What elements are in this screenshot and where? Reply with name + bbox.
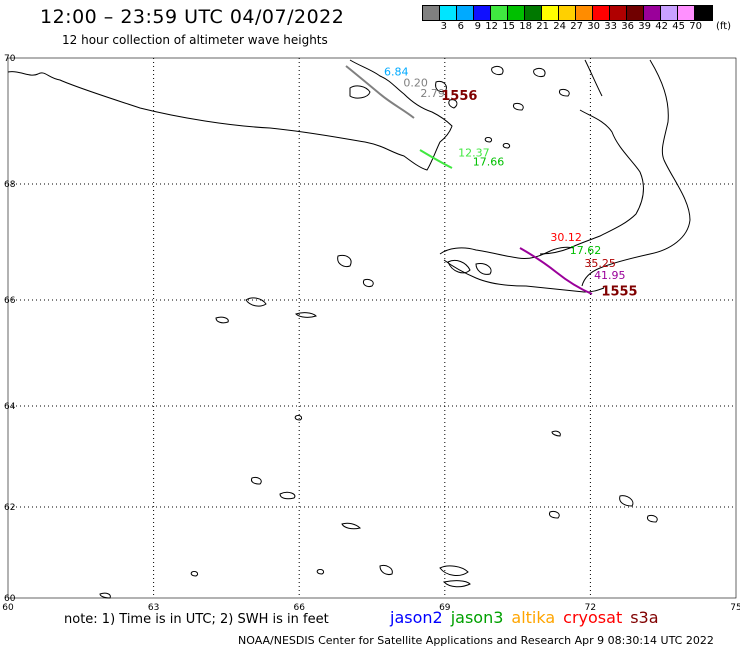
y-tick-label: 68 <box>4 180 16 190</box>
color-scale-tick: 12 <box>485 21 498 32</box>
color-scale-tick: 21 <box>536 21 549 32</box>
color-scale-cell <box>661 6 678 20</box>
color-scale-cell <box>474 6 491 20</box>
wave-height-label: 17.62 <box>570 244 602 257</box>
credit-line: NOAA/NESDIS Center for Satellite Applica… <box>238 634 714 647</box>
coastline <box>7 59 691 599</box>
color-scale-cell <box>508 6 525 20</box>
color-scale-cell <box>491 6 508 20</box>
satellite-legend-item: cryosat <box>563 608 623 627</box>
x-tick-label: 75 <box>730 603 740 613</box>
color-scale-cell <box>440 6 457 20</box>
color-scale-cell <box>593 6 610 20</box>
altimeter-tracks <box>345 65 593 295</box>
satellite-legend-item: altika <box>511 608 556 627</box>
satellite-legend-item: jason2 <box>390 608 443 627</box>
wave-height-label: 2.79 <box>420 87 445 100</box>
wave-height-label: 35.25 <box>584 257 616 270</box>
x-tick-label: 72 <box>585 603 596 613</box>
x-tick-label: 66 <box>293 603 305 613</box>
track-time-label: 1556 <box>441 89 477 104</box>
y-tick-label: 64 <box>4 402 16 412</box>
x-tick-label: 60 <box>2 603 14 613</box>
wave-height-label: 41.95 <box>594 269 626 282</box>
color-scale-tick: 6 <box>457 21 464 32</box>
color-scale-cell <box>678 6 695 20</box>
track-time-label: 1555 <box>601 284 637 299</box>
color-scale-tick: 30 <box>587 21 600 32</box>
color-scale-tick: 9 <box>474 21 481 32</box>
color-scale-ticks: 3 6 9 12 15 18 21 24 27 30 33 36 39 42 45 70 <box>422 21 702 32</box>
color-scale-tick: 36 <box>621 21 634 32</box>
color-scale-cell <box>542 6 559 20</box>
color-scale-unit: (ft) <box>716 21 732 32</box>
y-tick-label: 70 <box>4 54 16 64</box>
color-scale-tick: 15 <box>502 21 515 32</box>
color-scale-cell <box>559 6 576 20</box>
color-scale-cell <box>423 6 440 20</box>
y-tick-label: 62 <box>4 503 15 513</box>
color-scale-cell <box>627 6 644 20</box>
color-scale-tick: 42 <box>655 21 668 32</box>
wave-height-label: 30.12 <box>550 231 582 244</box>
color-scale-tick: 45 <box>672 21 685 32</box>
wave-height-label: 6.84 <box>384 66 409 79</box>
color-scale-cell <box>695 6 712 20</box>
chart-title: 12:00 – 23:59 UTC 04/07/2022 <box>40 6 345 28</box>
y-tick-label: 60 <box>4 594 16 604</box>
color-scale-tick: 3 <box>440 21 447 32</box>
color-scale-cell <box>610 6 627 20</box>
color-scale-tick: 18 <box>519 21 532 32</box>
y-tick-label: 66 <box>4 296 16 306</box>
x-tick-label: 69 <box>439 603 451 613</box>
color-scale-cell <box>576 6 593 20</box>
color-scale-tick: 39 <box>638 21 651 32</box>
color-scale-bar <box>422 5 713 21</box>
wave-height-label: 17.66 <box>473 156 505 169</box>
footer-note: note: 1) Time is in UTC; 2) SWH is in fe… <box>64 612 329 627</box>
color-scale-tick: 24 <box>553 21 566 32</box>
color-scale-tick: 27 <box>570 21 583 32</box>
color-scale-tick: 33 <box>604 21 617 32</box>
chart-subtitle: 12 hour collection of altimeter wave hei… <box>62 33 328 47</box>
graticule-grid <box>7 57 737 599</box>
axis-tick-labels: 60 63 66 69 72 75 60 62 64 66 68 70 <box>2 54 740 613</box>
color-scale-cell <box>457 6 474 20</box>
wave-height-label: 0.20 <box>403 76 428 89</box>
satellite-legend-item: jason3 <box>450 608 504 627</box>
wave-height-label: 12.37 <box>458 146 490 159</box>
color-scale-cell <box>644 6 661 20</box>
map-frame <box>7 57 737 599</box>
satellite-legend-item: s3a <box>630 608 659 627</box>
satellite-legend: jason2 jason3 altika cryosat s3a <box>390 608 667 627</box>
x-tick-label: 63 <box>148 603 159 613</box>
color-scale-tick: 70 <box>689 21 702 32</box>
color-scale-cell <box>525 6 542 20</box>
